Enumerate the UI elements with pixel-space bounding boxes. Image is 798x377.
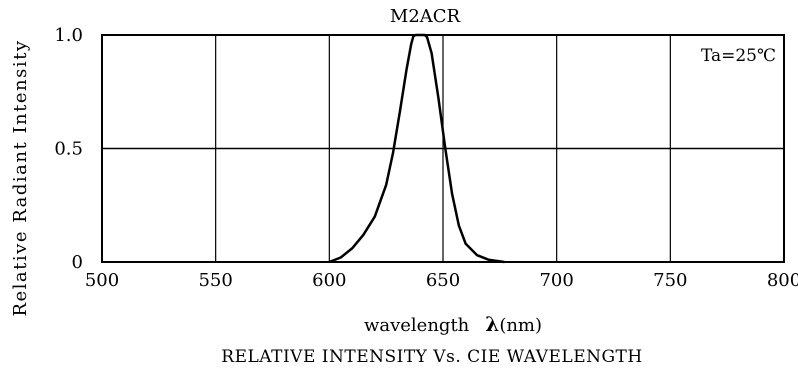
- x-tick-label: 800: [767, 270, 798, 291]
- y-tick-labels: 0 0.5 1.0: [54, 25, 83, 273]
- x-tick-label: 550: [198, 270, 232, 291]
- x-tick-label: 500: [85, 270, 119, 291]
- x-axis-label-text: wavelength: [364, 315, 470, 336]
- x-tick-label: 600: [312, 270, 346, 291]
- x-axis-unit: (nm): [499, 315, 542, 336]
- x-axis-label: wavelength λ(nm): [364, 312, 542, 336]
- x-tick-label: 650: [426, 270, 460, 291]
- y-tick-label: 0: [72, 252, 83, 273]
- grid: [102, 35, 784, 262]
- y-tick-label: 0.5: [54, 139, 83, 160]
- x-tick-label: 700: [539, 270, 573, 291]
- annotation-temperature: Ta=25℃: [701, 46, 776, 66]
- lambda-symbol: λ: [485, 312, 499, 336]
- y-axis-label: Relative Radiant Intensity: [10, 39, 31, 316]
- chart-title: M2ACR: [390, 6, 461, 27]
- x-tick-labels: 500 550 600 650 700 750 800: [85, 270, 798, 291]
- x-tick-label: 750: [653, 270, 687, 291]
- chart-caption: RELATIVE INTENSITY Vs. CIE WAVELENGTH: [221, 347, 642, 367]
- y-tick-label: 1.0: [54, 25, 83, 46]
